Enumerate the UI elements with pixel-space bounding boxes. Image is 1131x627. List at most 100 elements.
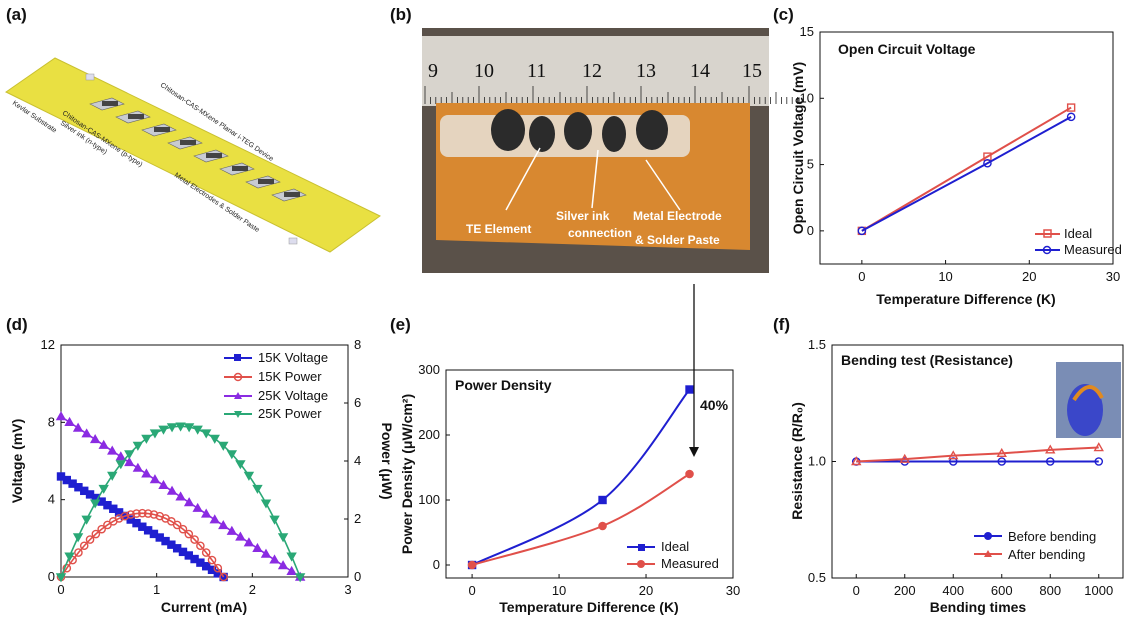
te-element-3 bbox=[564, 112, 592, 150]
d-series-2-point-20 bbox=[226, 525, 238, 535]
d-series-3-point-14 bbox=[175, 422, 186, 432]
c-series-1-point-1 bbox=[983, 158, 992, 168]
c-ytick-label-2: 10 bbox=[800, 90, 814, 105]
device-schematic: Kevlar Substrate Chitosan-CAS-MXene Plan… bbox=[5, 57, 381, 253]
chart-c-title: Open Circuit Voltage bbox=[838, 41, 976, 57]
e-xtick-label-2: 20 bbox=[639, 583, 653, 598]
d-series-1-point-3 bbox=[74, 548, 83, 557]
d-xtick-label-1: 1 bbox=[153, 582, 160, 597]
d-series-2-point-23 bbox=[252, 542, 263, 553]
e-ytick-label-1: 100 bbox=[418, 492, 440, 507]
d-series-3-point-5 bbox=[98, 484, 109, 494]
f-ytick-label-2: 1.5 bbox=[808, 337, 826, 352]
c-xtick-label-2: 20 bbox=[1022, 269, 1036, 284]
c-series-0-point-2 bbox=[1066, 103, 1076, 112]
te-element-4 bbox=[602, 116, 626, 152]
d-series-2-point-4 bbox=[89, 434, 101, 444]
d-y2tick-label-3: 6 bbox=[354, 395, 361, 410]
legend-e-ideal-marker bbox=[638, 544, 645, 551]
d-series-3-point-2 bbox=[72, 533, 84, 543]
f-xtick-label-4: 800 bbox=[1039, 583, 1061, 598]
f-xtick-label-5: 1000 bbox=[1084, 583, 1113, 598]
d-series-1-point-16 bbox=[149, 510, 159, 519]
d-series-3-point-4 bbox=[89, 499, 101, 509]
chart-f-legend: Before bending After bending bbox=[974, 529, 1096, 562]
legend-d-15k-power: 15K Power bbox=[258, 369, 322, 384]
f-series-1-point-4 bbox=[1045, 444, 1056, 454]
c-series-1-line bbox=[861, 115, 1072, 232]
panel-label-a: (a) bbox=[6, 5, 27, 24]
ruler-number-12: 12 bbox=[582, 60, 602, 82]
d-xtick-label-0: 0 bbox=[57, 582, 64, 597]
d-series-3-point-7 bbox=[115, 460, 126, 470]
d-y2tick-label-4: 8 bbox=[354, 337, 361, 352]
chart-e-ylabel: Power Density (μW/cm²) bbox=[399, 394, 415, 554]
d-series-2-point-24 bbox=[260, 548, 272, 558]
panel-label-f: (f) bbox=[773, 315, 790, 334]
e-series-1-point-0 bbox=[467, 560, 477, 570]
e-series-1-point-2 bbox=[685, 469, 694, 479]
e-xtick-label-0: 0 bbox=[468, 583, 475, 598]
d-series-3-point-26 bbox=[277, 533, 289, 543]
c-xtick-label-3: 30 bbox=[1106, 269, 1120, 284]
d-series-2-point-27 bbox=[286, 565, 297, 575]
f-series-0-point-4 bbox=[1045, 457, 1055, 466]
d-series-1-point-26 bbox=[207, 555, 217, 565]
d-series-2-point-2 bbox=[72, 422, 84, 432]
corner-pad-top bbox=[85, 73, 95, 81]
chart-f-ylabel: Resistance (R/R₀) bbox=[789, 402, 805, 520]
chart-e-frame bbox=[445, 369, 734, 579]
e-ytick-label-2: 200 bbox=[418, 427, 440, 442]
d-series-2-point-5 bbox=[98, 439, 109, 449]
c-xtick-label-0: 0 bbox=[858, 269, 865, 284]
chart-d-ylabel: Voltage (mV) bbox=[9, 419, 25, 504]
d-series-1-point-15 bbox=[143, 509, 153, 518]
d-series-2-point-13 bbox=[166, 485, 178, 495]
chart-e-title: Power Density bbox=[455, 377, 552, 393]
d-series-3-point-19 bbox=[218, 441, 229, 451]
f-series-0-point-2 bbox=[948, 457, 958, 466]
annotation-silver-ink: Silver ink bbox=[556, 209, 610, 223]
d-series-1-point-28 bbox=[219, 572, 228, 582]
d-series-3-point-8 bbox=[124, 450, 135, 460]
f-ytick-label-1: 1.0 bbox=[808, 454, 826, 469]
hand-photo-inset bbox=[1056, 362, 1121, 438]
corner-pad-bottom bbox=[288, 237, 298, 245]
d-y2tick-label-1: 2 bbox=[354, 511, 361, 526]
d-series-3-point-18 bbox=[209, 434, 220, 444]
d-series-2-point-18 bbox=[209, 514, 220, 524]
arrow-silver-ink bbox=[591, 149, 599, 209]
d-series-2-point-11 bbox=[149, 474, 161, 484]
d-ytick-label-1: 4 bbox=[48, 492, 55, 507]
d-series-3-point-16 bbox=[192, 425, 203, 435]
d-series-3-point-20 bbox=[226, 450, 238, 460]
te-leg-mxene-7 bbox=[284, 192, 300, 197]
legend-e-measured-marker bbox=[637, 560, 645, 568]
d-series-2-point-21 bbox=[235, 531, 246, 541]
e-ytick-label-0: 0 bbox=[433, 557, 440, 572]
annotation-solder-paste: & Solder Paste bbox=[635, 233, 720, 247]
legend-c-ideal-marker bbox=[1043, 229, 1052, 238]
d-y2tick-label-2: 4 bbox=[354, 453, 361, 468]
d-series-3-point-1 bbox=[64, 552, 75, 562]
d-series-2-point-8 bbox=[124, 456, 135, 467]
d-series-2-point-19 bbox=[218, 520, 229, 530]
te-element-chain bbox=[89, 97, 307, 202]
f-xtick-label-2: 400 bbox=[942, 583, 964, 598]
legend-d-15k-voltage-marker bbox=[234, 354, 241, 361]
c-xtick-label-1: 10 bbox=[938, 269, 952, 284]
reduction-arrow-head bbox=[689, 447, 699, 457]
d-xtick-label-2: 2 bbox=[249, 582, 256, 597]
chart-c-legend: Ideal Measured bbox=[1035, 226, 1122, 257]
d-ytick-label-2: 8 bbox=[48, 414, 55, 429]
d-series-1-point-21 bbox=[178, 524, 188, 534]
te-leg-mxene-1 bbox=[128, 114, 144, 119]
d-series-3-point-24 bbox=[260, 499, 272, 509]
chart-c-frame bbox=[819, 31, 1114, 265]
chart-e-xlabel: Temperature Difference (K) bbox=[499, 599, 678, 615]
legend-d-15k-power-marker bbox=[233, 372, 243, 382]
d-series-2-point-17 bbox=[201, 508, 212, 518]
d-series-2-point-0 bbox=[55, 411, 67, 421]
chart-c: Open Circuit Voltage Temperature Differe… bbox=[790, 24, 1122, 307]
